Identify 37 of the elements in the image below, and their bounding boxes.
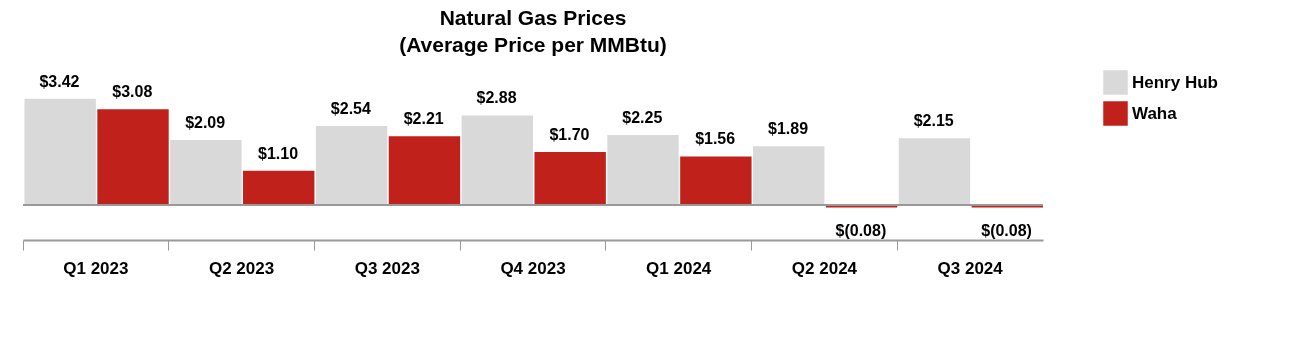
x-tick-label: Q1 2024 bbox=[646, 258, 712, 278]
data-label: $1.56 bbox=[695, 130, 736, 148]
bar bbox=[388, 136, 461, 205]
bar bbox=[243, 170, 315, 205]
data-label: $3.42 bbox=[39, 72, 80, 90]
data-label: $1.89 bbox=[767, 120, 809, 138]
bar bbox=[461, 115, 533, 205]
data-label: $2.15 bbox=[913, 112, 954, 130]
data-label: $2.25 bbox=[622, 109, 663, 127]
legend-label: Waha bbox=[1132, 103, 1178, 123]
chart-subtitle: (Average Price per MMBtu) bbox=[399, 33, 667, 56]
x-tick-label: Q4 2023 bbox=[500, 258, 566, 278]
x-tick-label: Q2 2024 bbox=[791, 258, 858, 278]
bar bbox=[170, 139, 242, 205]
x-tick-label: Q1 2023 bbox=[63, 258, 129, 278]
chart-title: Natural Gas Prices bbox=[439, 6, 627, 29]
data-label: $3.08 bbox=[112, 83, 153, 101]
bar bbox=[24, 98, 96, 205]
data-label: $1.70 bbox=[549, 126, 590, 144]
data-label: $2.09 bbox=[185, 113, 226, 131]
x-tick-label: Q3 2024 bbox=[937, 258, 1004, 278]
data-label: $2.54 bbox=[330, 100, 371, 118]
bar bbox=[607, 135, 679, 205]
data-label: $(0.08) bbox=[981, 222, 1032, 240]
bar bbox=[898, 138, 971, 205]
x-tick-label: Q2 2023 bbox=[208, 258, 275, 278]
data-label: $(0.08) bbox=[835, 222, 887, 240]
bar bbox=[680, 156, 752, 205]
bar bbox=[753, 146, 825, 205]
data-label: $2.21 bbox=[403, 110, 444, 128]
data-label: $2.88 bbox=[476, 89, 517, 107]
x-tick-label: Q3 2023 bbox=[354, 258, 420, 278]
data-label: $1.10 bbox=[257, 144, 299, 162]
bar bbox=[315, 126, 388, 205]
bar bbox=[97, 109, 169, 205]
legend-label: Henry Hub bbox=[1132, 72, 1218, 92]
bar bbox=[534, 152, 606, 205]
